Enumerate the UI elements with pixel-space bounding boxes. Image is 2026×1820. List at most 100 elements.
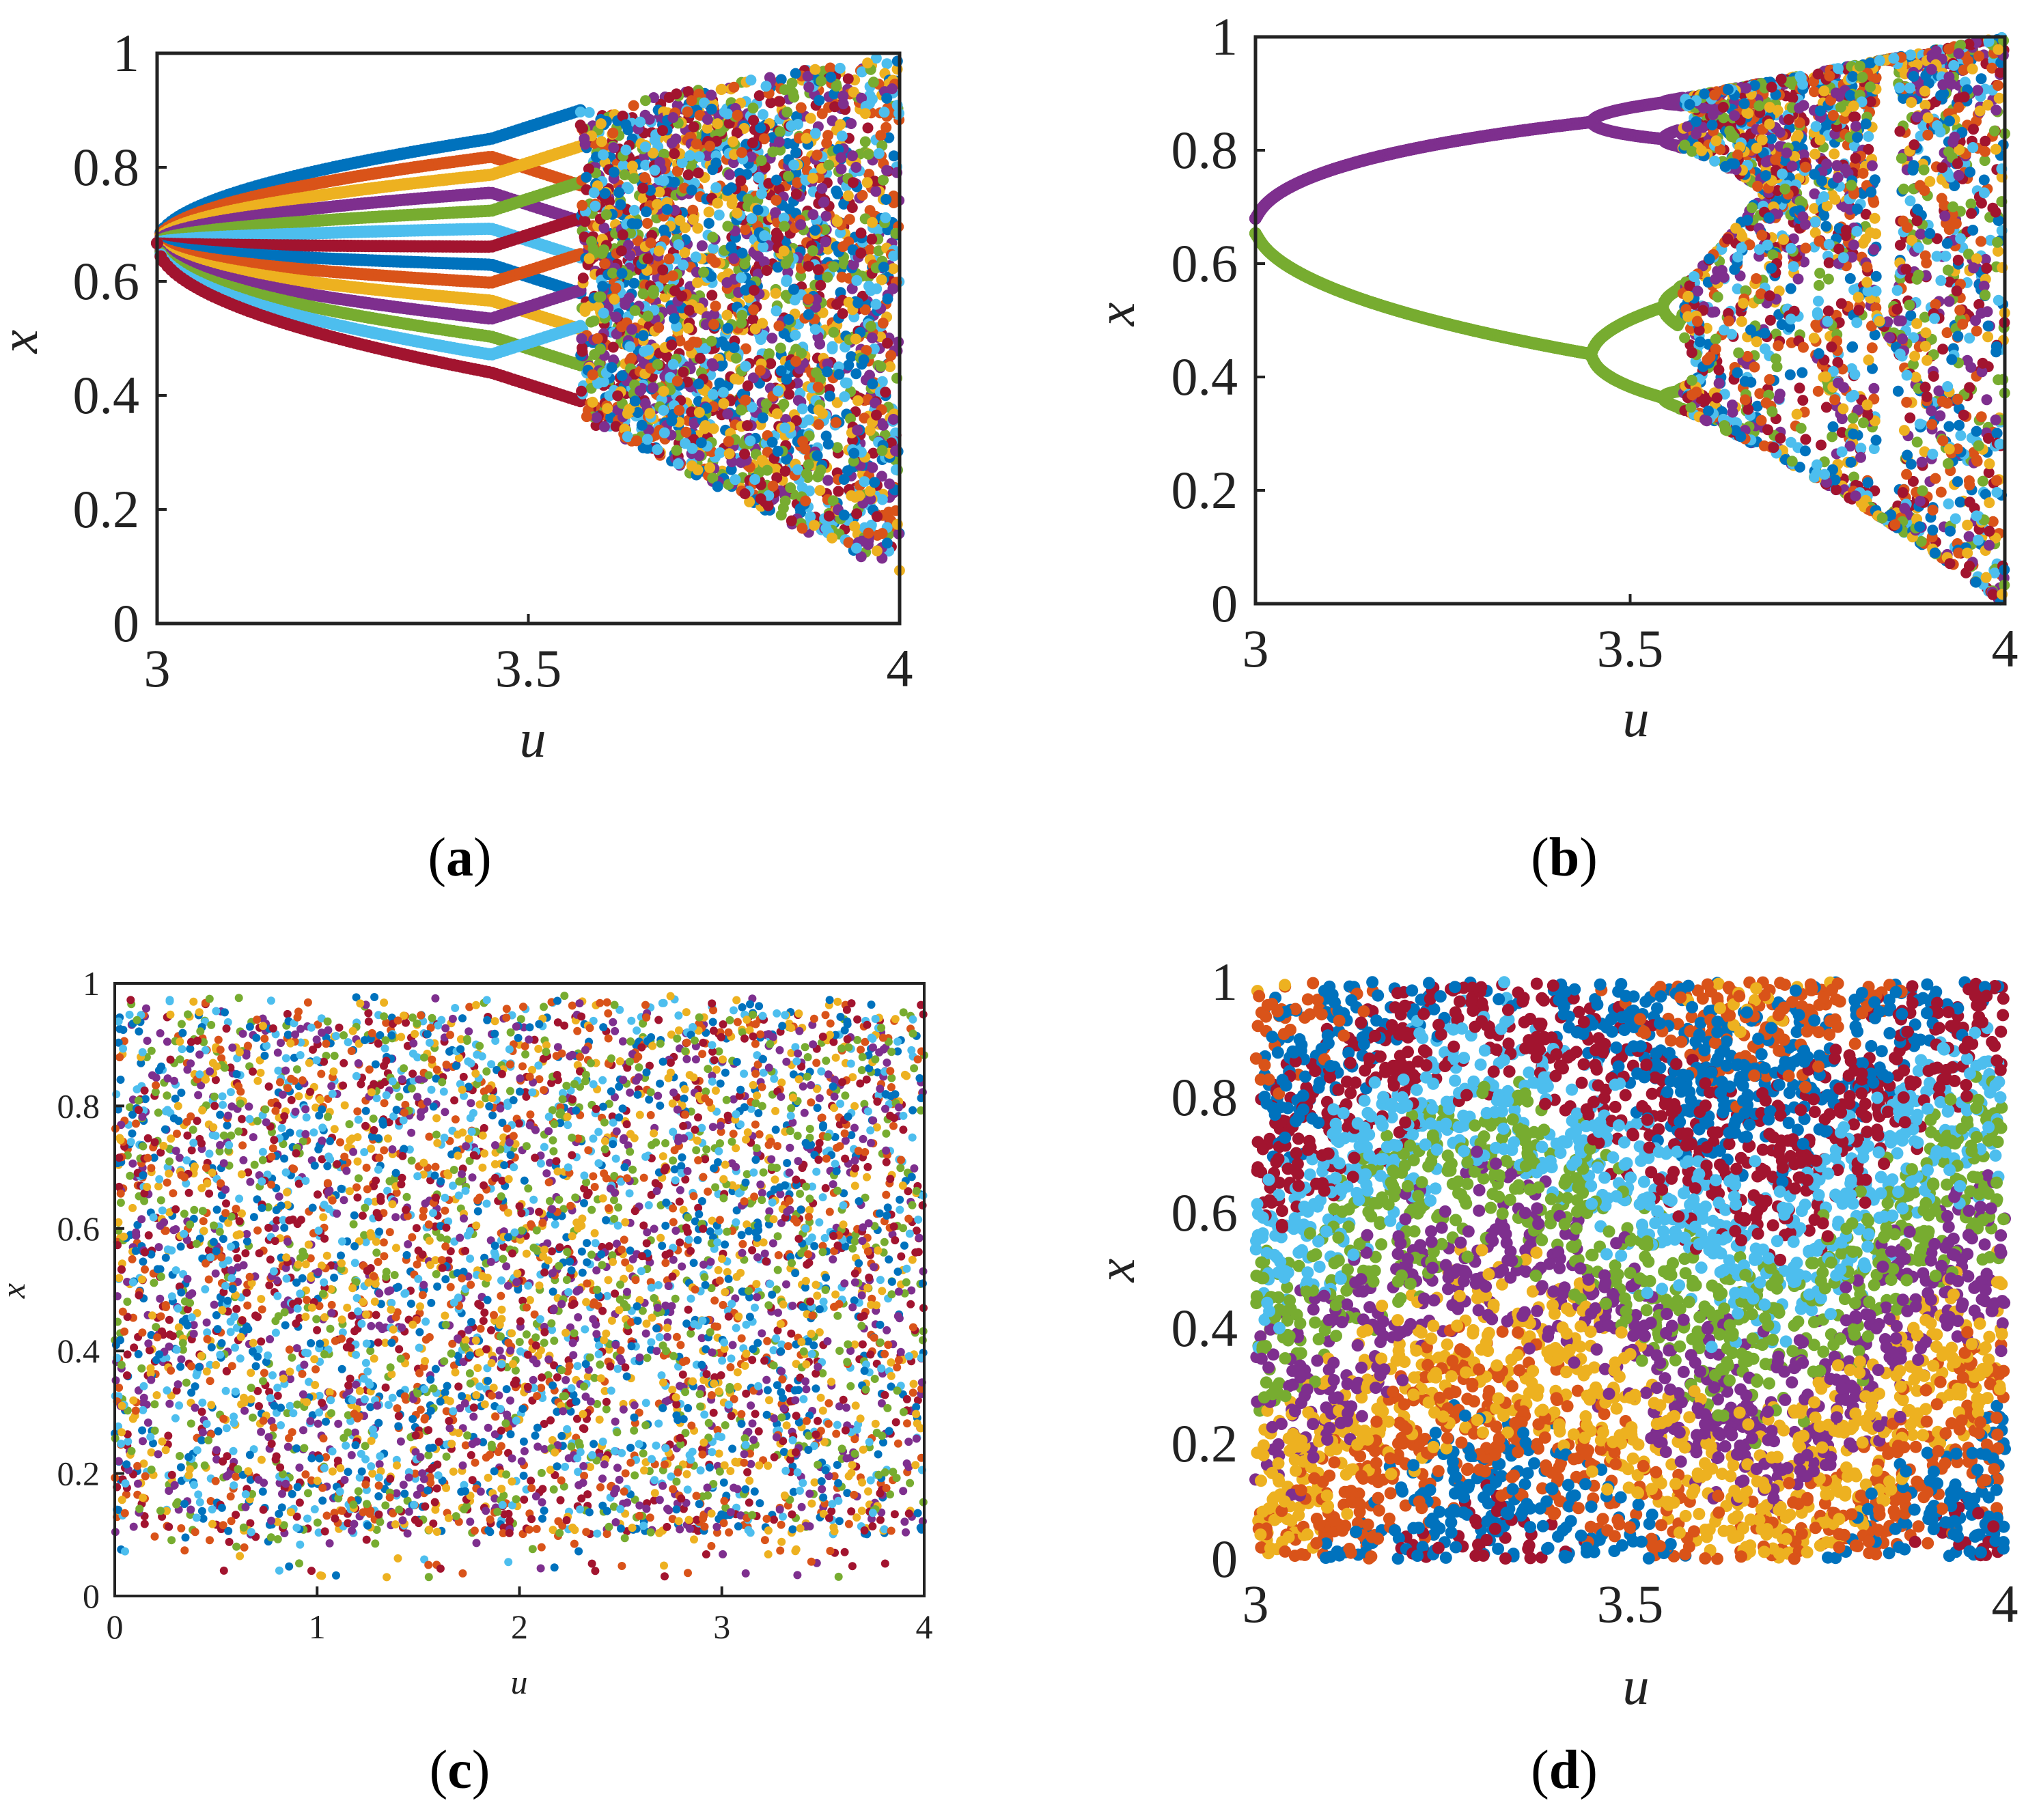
data-point [642, 218, 653, 229]
data-point [823, 438, 834, 449]
data-point [627, 218, 638, 229]
data-point [847, 202, 858, 213]
data-point [637, 183, 648, 194]
data-point [888, 263, 899, 274]
data-point [749, 285, 760, 296]
data-point [860, 137, 871, 148]
data-point [673, 458, 684, 469]
data-point [767, 146, 778, 157]
data-point [704, 462, 715, 473]
data-point [867, 217, 878, 228]
data-point [813, 382, 824, 393]
data-point [742, 420, 753, 431]
data-point [774, 96, 785, 107]
data-point [686, 460, 697, 471]
data-point [639, 172, 650, 183]
data-point [863, 122, 874, 133]
data-point [851, 508, 862, 519]
data-point [867, 462, 878, 473]
data-point [882, 58, 893, 69]
data-point [775, 126, 786, 137]
data-point [658, 225, 669, 236]
data-point [816, 464, 827, 475]
data-point [805, 113, 816, 124]
data-point [577, 200, 587, 211]
data-point [719, 398, 730, 409]
data-point [657, 264, 668, 275]
data-point [781, 275, 792, 285]
data-point [807, 245, 818, 256]
data-point [620, 120, 631, 130]
data-point [803, 261, 814, 272]
data-point [626, 353, 637, 364]
data-point [608, 142, 619, 153]
data-point [704, 207, 714, 218]
panel-a-xlabel: u [520, 709, 546, 768]
data-point [878, 420, 889, 431]
data-point [740, 395, 751, 406]
ytick-label: 0.4 [73, 365, 140, 425]
data-point [691, 337, 702, 348]
data-point [640, 95, 651, 106]
data-point [722, 221, 733, 232]
data-point [658, 386, 669, 397]
data-point [837, 308, 848, 319]
data-point [596, 136, 607, 147]
data-point [717, 84, 727, 95]
data-point [643, 311, 654, 322]
data-point [714, 210, 725, 221]
xtick-label: 4 [887, 639, 913, 698]
data-point [817, 408, 828, 419]
data-point [848, 177, 859, 188]
data-point [652, 199, 663, 210]
data-point [813, 264, 824, 275]
data-point [688, 214, 699, 225]
data-point [852, 395, 863, 406]
data-point [758, 109, 768, 120]
data-point [729, 342, 740, 353]
data-point [691, 251, 702, 262]
data-point [658, 176, 669, 186]
data-point [754, 90, 765, 101]
data-point [617, 370, 628, 381]
data-point [868, 76, 879, 87]
data-point [771, 288, 781, 299]
ytick-label: 0 [113, 593, 139, 653]
data-point [702, 114, 713, 125]
data-point [642, 434, 653, 445]
data-point [732, 208, 743, 219]
data-point [867, 378, 878, 389]
ytick-label: 1 [113, 23, 139, 83]
data-point [653, 322, 664, 333]
data-point [579, 133, 589, 144]
data-point [815, 280, 826, 291]
data-point [680, 427, 691, 438]
data-point [783, 171, 794, 182]
data-point [755, 365, 766, 376]
data-point [646, 238, 656, 249]
data-point [727, 136, 738, 147]
data-point [801, 133, 812, 144]
data-point [710, 257, 721, 268]
data-point [879, 107, 890, 117]
data-point [863, 281, 874, 292]
data-point [600, 258, 611, 269]
data-point [750, 324, 761, 335]
data-point [803, 459, 814, 470]
data-point [880, 194, 891, 205]
data-point [786, 516, 797, 527]
data-point [765, 358, 776, 369]
data-point [846, 351, 857, 362]
data-point [714, 447, 725, 458]
data-point [578, 272, 589, 283]
data-point [712, 198, 723, 209]
data-point [617, 229, 628, 240]
data-point [727, 198, 738, 209]
data-point [835, 152, 846, 163]
data-point [708, 319, 719, 330]
data-point [870, 299, 881, 310]
data-point [592, 333, 603, 344]
